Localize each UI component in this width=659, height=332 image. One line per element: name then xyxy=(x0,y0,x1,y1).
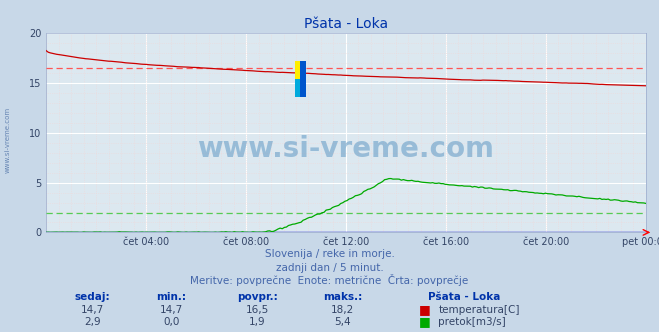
Text: 16,5: 16,5 xyxy=(245,305,269,315)
Text: maks.:: maks.: xyxy=(323,292,362,302)
Bar xyxy=(295,79,301,97)
Text: Slovenija / reke in morje.: Slovenija / reke in morje. xyxy=(264,249,395,259)
Text: min.:: min.: xyxy=(156,292,186,302)
Text: povpr.:: povpr.: xyxy=(237,292,277,302)
Text: www.si-vreme.com: www.si-vreme.com xyxy=(198,135,494,163)
Text: pretok[m3/s]: pretok[m3/s] xyxy=(438,317,506,327)
Text: Meritve: povprečne  Enote: metrične  Črta: povprečje: Meritve: povprečne Enote: metrične Črta:… xyxy=(190,274,469,286)
Bar xyxy=(295,61,301,79)
Text: ■: ■ xyxy=(418,315,430,328)
Text: 14,7: 14,7 xyxy=(80,305,104,315)
Text: 1,9: 1,9 xyxy=(248,317,266,327)
Text: ■: ■ xyxy=(418,303,430,316)
Text: Pšata - Loka: Pšata - Loka xyxy=(428,292,501,302)
Text: sedaj:: sedaj: xyxy=(74,292,110,302)
Text: 14,7: 14,7 xyxy=(159,305,183,315)
Text: zadnji dan / 5 minut.: zadnji dan / 5 minut. xyxy=(275,263,384,273)
Text: temperatura[C]: temperatura[C] xyxy=(438,305,520,315)
Text: 18,2: 18,2 xyxy=(331,305,355,315)
Text: www.si-vreme.com: www.si-vreme.com xyxy=(5,106,11,173)
Text: 2,9: 2,9 xyxy=(84,317,101,327)
Text: 5,4: 5,4 xyxy=(334,317,351,327)
Bar xyxy=(301,79,306,97)
Bar xyxy=(301,61,306,79)
Title: Pšata - Loka: Pšata - Loka xyxy=(304,17,388,31)
Text: 0,0: 0,0 xyxy=(163,317,179,327)
